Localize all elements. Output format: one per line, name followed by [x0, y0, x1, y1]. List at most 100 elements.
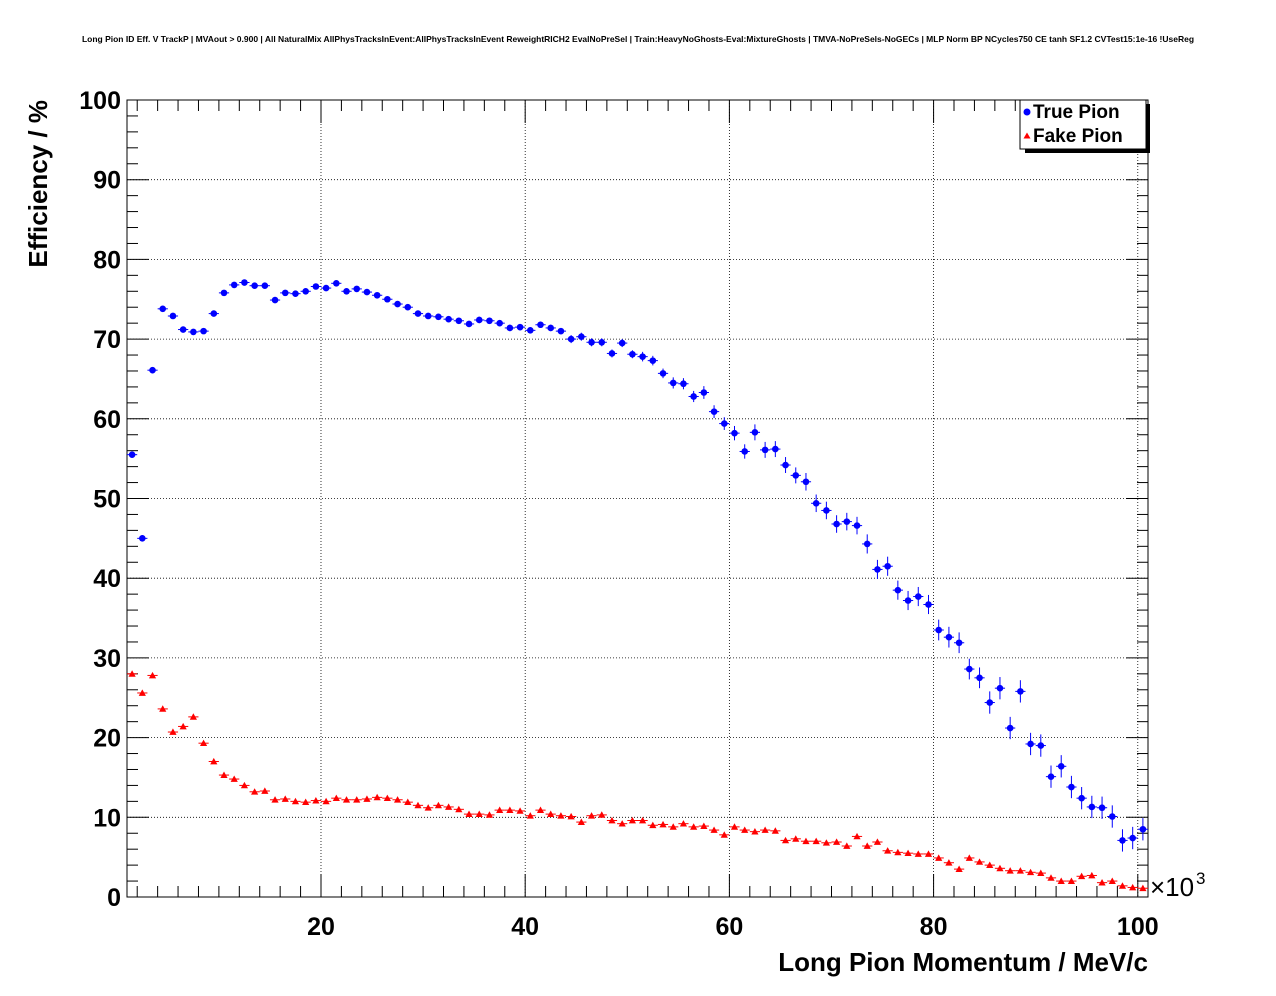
triangle-marker	[710, 826, 718, 833]
x-tick-label: 100	[1117, 913, 1159, 941]
circle-marker	[1088, 803, 1096, 811]
fake-pion-point	[178, 722, 189, 730]
true-pion-point	[474, 316, 485, 324]
triangle-marker	[720, 831, 728, 838]
triangle-marker	[700, 822, 708, 829]
true-pion-point	[708, 405, 720, 419]
triangle-marker	[1088, 871, 1096, 879]
true-pion-point	[1117, 829, 1128, 852]
true-pion-point	[249, 282, 260, 290]
true-pion-point	[178, 326, 189, 333]
circle-marker	[966, 665, 973, 673]
fake-pion-point	[1096, 879, 1108, 886]
triangle-marker	[271, 796, 279, 803]
legend-label-fake-pion: Fake Pion	[1033, 126, 1123, 147]
circle-marker	[241, 279, 248, 286]
true-pion-point	[1025, 732, 1036, 756]
fake-pion-point	[1035, 869, 1046, 876]
true-pion-point	[617, 339, 628, 348]
fake-pion-point	[208, 757, 219, 765]
true-pion-point	[923, 594, 934, 615]
fake-pion-point	[811, 837, 822, 845]
fake-pion-point	[290, 797, 301, 805]
true-pion-point	[259, 282, 270, 290]
true-pion-point	[627, 350, 638, 359]
triangle-marker	[792, 835, 800, 842]
chart-title: Long Pion ID Eff. V TrackP | MVAout > 0.…	[82, 34, 1194, 44]
true-pion-point	[147, 366, 158, 374]
true-pion-point	[372, 291, 383, 299]
x-multiplier-exponent: 3	[1196, 869, 1205, 888]
fake-pion-point	[341, 796, 352, 803]
true-pion-point	[525, 327, 536, 334]
circle-marker	[986, 699, 994, 706]
fake-pion-point	[964, 854, 975, 861]
triangle-marker	[690, 823, 698, 830]
fake-pion-series	[127, 670, 1148, 892]
y-tick-label: 20	[93, 725, 121, 753]
triangle-marker	[679, 820, 688, 827]
circle-marker	[547, 324, 555, 332]
fake-pion-point	[1015, 867, 1026, 874]
triangle-marker	[465, 810, 473, 817]
triangle-marker	[485, 811, 494, 818]
triangle-marker	[843, 842, 851, 849]
triangle-marker	[230, 775, 238, 782]
fake-pion-point	[423, 804, 434, 811]
circle-marker	[526, 327, 534, 334]
circle-marker	[353, 285, 361, 293]
circle-marker	[1119, 837, 1126, 844]
circle-marker	[486, 317, 493, 325]
true-pion-point	[841, 512, 852, 531]
true-pion-point	[157, 305, 168, 313]
fake-pion-point	[688, 823, 699, 830]
fake-pion-point	[310, 796, 321, 804]
triangle-marker	[1067, 877, 1076, 884]
circle-marker	[996, 684, 1004, 692]
fake-pion-point	[902, 849, 914, 857]
true-pion-point	[229, 281, 240, 289]
circle-marker	[925, 601, 932, 608]
circle-marker	[1037, 742, 1045, 749]
circle-marker	[1006, 724, 1014, 732]
circle-marker	[690, 393, 697, 400]
circle-marker	[741, 448, 749, 455]
triangle-marker	[220, 771, 228, 778]
circle-marker	[1078, 794, 1085, 802]
circle-marker	[639, 353, 646, 360]
true-pion-point	[382, 295, 393, 303]
circle-marker	[1057, 762, 1065, 770]
circle-marker	[700, 389, 708, 396]
fake-pion-point	[1056, 877, 1067, 884]
true-pion-point	[1045, 765, 1057, 788]
true-pion-point	[862, 534, 873, 554]
true-pion-point	[1107, 805, 1118, 828]
circle-marker	[853, 522, 861, 529]
circle-marker	[608, 350, 616, 357]
circle-marker	[935, 626, 942, 634]
circle-marker	[792, 472, 800, 479]
circle-marker	[761, 446, 769, 454]
circle-marker	[230, 281, 238, 289]
triangle-marker	[138, 689, 146, 696]
fake-pion-point	[749, 828, 761, 835]
true-pion-point	[188, 328, 199, 336]
true-pion-point	[719, 417, 730, 430]
fake-pion-point	[780, 836, 791, 844]
triangle-marker	[649, 821, 657, 829]
true-pion-point	[780, 457, 791, 473]
legend: True Pion Fake Pion	[1019, 99, 1150, 153]
fake-pion-point	[933, 854, 944, 861]
fake-pion-point	[137, 689, 148, 696]
fake-pion-point	[760, 826, 771, 833]
y-tick-label: 100	[79, 87, 121, 115]
triangle-marker	[506, 806, 514, 814]
triangle-marker	[1057, 877, 1065, 884]
fake-pion-point	[167, 728, 179, 735]
triangle-marker	[812, 837, 820, 845]
y-tick-label: 50	[93, 486, 121, 514]
triangle-marker	[894, 848, 902, 856]
fake-pion-point	[1137, 884, 1148, 892]
triangle-marker	[159, 705, 167, 712]
